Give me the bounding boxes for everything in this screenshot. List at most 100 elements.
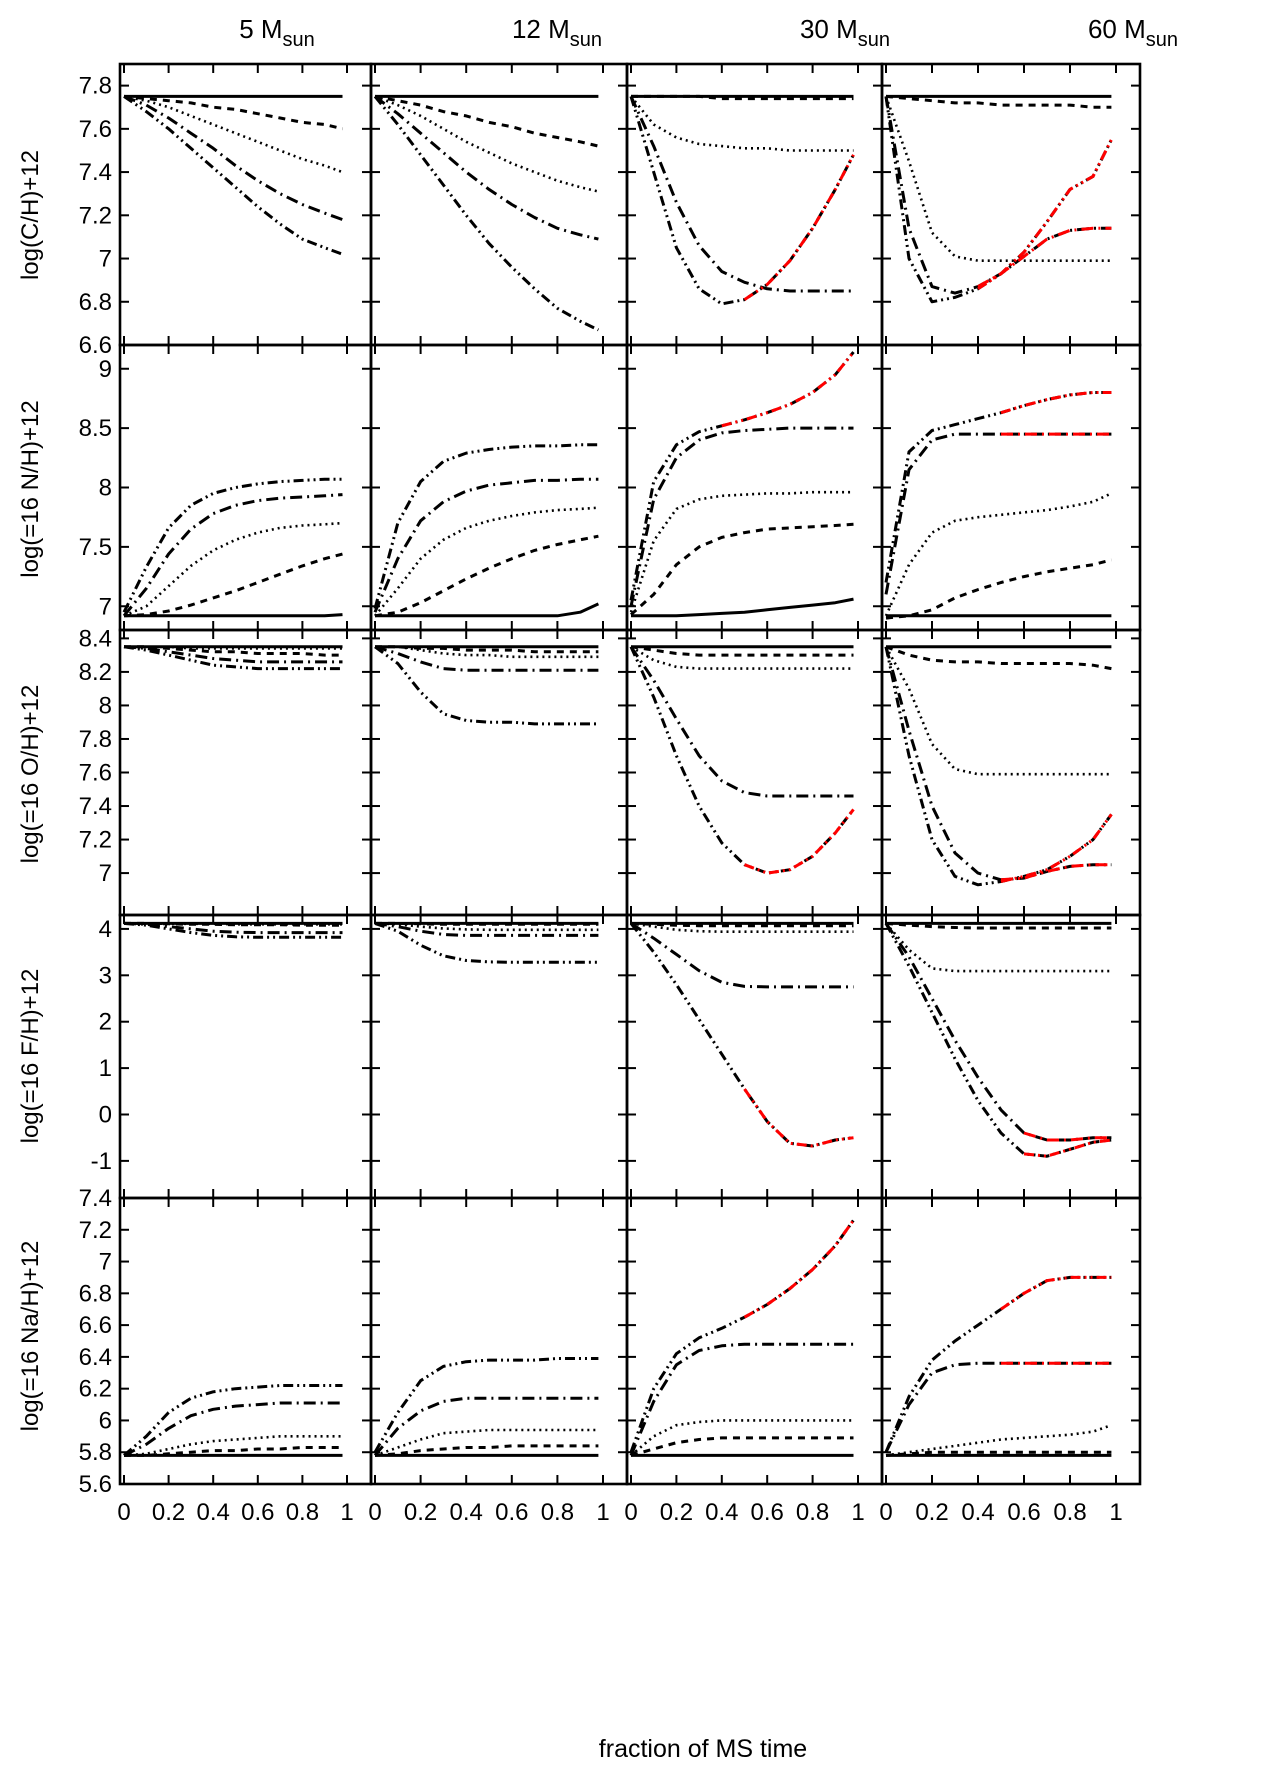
x-tick-label: 0.2 (152, 1499, 185, 1526)
panel-r2-c3 (884, 645, 1113, 887)
x-tick-label: 0.2 (915, 1499, 948, 1526)
series-dotted-line (884, 492, 1112, 617)
panel-frame (369, 343, 629, 632)
y-tick-label: 7 (99, 593, 112, 620)
y-tick-label: 7.6 (79, 116, 112, 143)
y-tick-label: 7.4 (79, 1185, 112, 1212)
x-tick-label: 0 (624, 1499, 637, 1526)
x-tick-label: 0.4 (450, 1499, 483, 1526)
panel-frame (880, 913, 1142, 1200)
series-dashed-line (124, 921, 343, 927)
series-dashed-line (374, 534, 599, 618)
series-dashed-line (630, 522, 854, 616)
series-dash-dot-dot-line (123, 95, 344, 256)
x-tick-label: 1 (1109, 1499, 1122, 1526)
column-title-60msun: 60 Msun (1088, 14, 1178, 51)
series-dash-dot-dot-line (374, 921, 599, 964)
y-tick-label: 7.4 (79, 793, 112, 820)
series-dotted-line (375, 645, 599, 659)
panel-r0-c3 (884, 94, 1113, 304)
y-tick-label: 7.2 (79, 1217, 112, 1244)
x-tick-label: 0 (117, 1499, 130, 1526)
y-tick-label: 8.4 (79, 625, 112, 652)
y-tick-label: 8 (99, 475, 112, 502)
y-tick-label: 7.6 (79, 760, 112, 787)
series-dash-dot-dot-line (373, 95, 600, 332)
series-dash-dot-line (629, 1342, 854, 1456)
y-tick-label: 9 (99, 356, 112, 383)
y-tick-label: 7.2 (79, 827, 112, 854)
y-tick-label: 6.2 (79, 1376, 112, 1403)
series-dashed-line (123, 94, 343, 131)
highlighted-dash-dot-dot-line (1000, 391, 1112, 415)
y-tick-label: 3 (99, 962, 112, 989)
panel-r2-c0 (123, 645, 343, 671)
series-dash-dot-dot-line (374, 645, 599, 726)
x-tick-label: 0 (879, 1499, 892, 1526)
series-dash-dot-line (884, 96, 1112, 295)
panel-r3-c3 (884, 921, 1112, 1158)
x-tick-label: 0.6 (751, 1499, 784, 1526)
x-tick-label: 0.4 (961, 1499, 994, 1526)
series-dotted-line (885, 1423, 1112, 1457)
series-dotted-line (124, 922, 343, 926)
series-dash-dot-dot-line (884, 1275, 1112, 1453)
panel-frame (369, 1196, 629, 1486)
series-dashed-line (374, 94, 599, 148)
x-tick-label: 0.8 (541, 1499, 574, 1526)
highlighted-dash-dot-dot-line (1000, 1275, 1112, 1311)
series-dash-dot-dot-line (629, 1219, 855, 1453)
panel-frame (118, 62, 373, 347)
panel-r4-c3 (884, 1275, 1112, 1457)
y-tick-label: 6.6 (79, 332, 112, 359)
series-solid-line (631, 597, 854, 618)
highlighted-dash-dot-dot-line (743, 1088, 854, 1148)
series-dash-dot-dot-line (123, 921, 343, 939)
y-tick-label: 8 (99, 692, 112, 719)
x-tick-label: 1 (596, 1499, 609, 1526)
panel-frame (118, 913, 373, 1200)
x-tick-label: 0.4 (197, 1499, 230, 1526)
series-dotted-line (885, 922, 1112, 973)
series-dash-dot-dot-line (884, 922, 1112, 1158)
y-tick-label: 7.8 (79, 726, 112, 753)
y-tick-label: 7.4 (79, 159, 112, 186)
panel-r2-c1 (374, 645, 599, 726)
panel-frame (369, 62, 629, 347)
series-dash-dot-line (374, 921, 599, 937)
series-dash-dot-line (884, 1361, 1112, 1453)
series-dash-dot-line (630, 922, 854, 989)
y-tick-label: 7.5 (79, 534, 112, 561)
panel-r0-c2 (629, 94, 855, 306)
panel-r3-c1 (374, 921, 599, 964)
x-tick-label: 0.2 (404, 1499, 437, 1526)
series-dash-dot-dot-line (123, 645, 343, 671)
highlighted-dash-dot-dot-line (743, 154, 855, 301)
series-dash-dot-dot-line (629, 922, 854, 1148)
highlighted-dash-dot-dot-line (1000, 813, 1113, 883)
panel-r1-c3 (884, 391, 1112, 620)
y-tick-label: 6.8 (79, 1280, 112, 1307)
y-tick-label: 4 (99, 916, 112, 943)
series-dashed-line (630, 1436, 854, 1457)
panel-frame (118, 628, 373, 917)
y-tick-label: 5.8 (79, 1439, 112, 1466)
panel-r3-c0 (123, 921, 343, 939)
panel-r1-c2 (629, 351, 855, 618)
series-dash-dot-dot-line (884, 391, 1112, 583)
column-title-30msun: 30 Msun (800, 14, 890, 51)
highlighted-dash-dot-dot-line (977, 139, 1113, 291)
y-tick-label: 2 (99, 1009, 112, 1036)
series-dash-dot-line (884, 922, 1112, 1142)
x-tick-label: 0.4 (705, 1499, 738, 1526)
series-dotted-line (374, 506, 599, 617)
series-dashed-line (885, 94, 1112, 109)
highlighted-dash-dot-dot-line (743, 1219, 855, 1319)
panel-r1-c0 (122, 477, 343, 618)
y-tick-label: 7 (99, 860, 112, 887)
panel-r0-c0 (123, 94, 344, 256)
series-dotted-line (123, 1435, 343, 1457)
panel-frame (625, 343, 884, 632)
y-tick-label: 7.8 (79, 73, 112, 100)
